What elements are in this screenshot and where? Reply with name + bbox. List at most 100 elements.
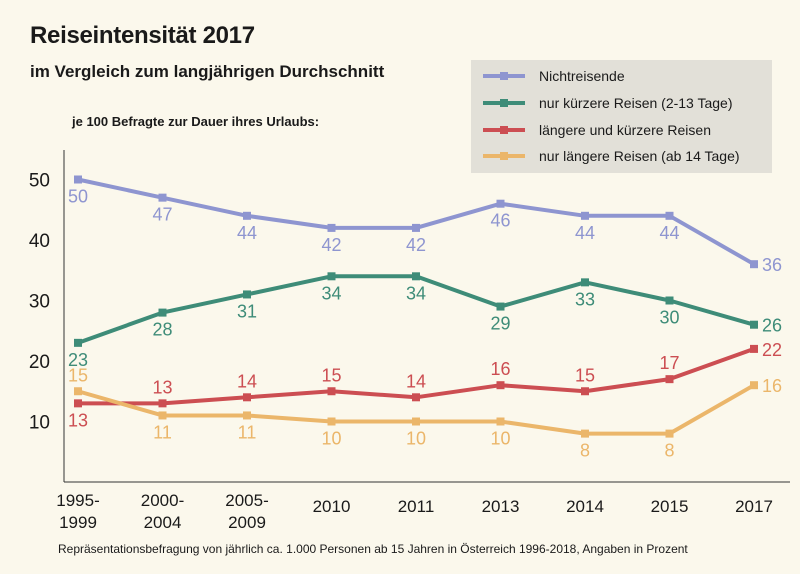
x-tick-label: 2014 bbox=[566, 497, 604, 516]
data-point bbox=[74, 399, 82, 408]
data-point bbox=[496, 417, 505, 426]
data-label: 15 bbox=[575, 365, 595, 385]
legend-swatch bbox=[483, 66, 525, 86]
data-point bbox=[665, 429, 674, 438]
data-point bbox=[750, 260, 758, 269]
legend-label: Nichtreisende bbox=[539, 68, 625, 84]
data-point bbox=[158, 308, 167, 317]
data-point bbox=[496, 381, 505, 390]
legend: Nichtreisende nur kürzere Reisen (2-13 T… bbox=[471, 60, 772, 173]
data-point bbox=[327, 272, 336, 281]
data-point bbox=[243, 393, 251, 402]
data-point bbox=[750, 381, 758, 390]
legend-item: längere und kürzere Reisen bbox=[483, 120, 711, 140]
y-tick-label: 20 bbox=[29, 352, 50, 373]
data-point bbox=[665, 296, 674, 305]
data-label: 44 bbox=[575, 223, 595, 243]
data-label: 16 bbox=[762, 376, 782, 396]
data-label: 8 bbox=[664, 441, 674, 461]
x-tick-label: 1995-1999 bbox=[56, 491, 99, 532]
y-tick-label: 40 bbox=[29, 231, 50, 252]
data-label: 14 bbox=[237, 371, 257, 391]
data-label: 22 bbox=[762, 340, 782, 360]
data-point bbox=[581, 211, 589, 220]
data-label: 36 bbox=[762, 255, 782, 275]
data-label: 10 bbox=[490, 429, 510, 449]
data-point bbox=[412, 393, 420, 402]
data-label: 42 bbox=[406, 235, 426, 255]
data-point bbox=[74, 338, 82, 347]
series-line bbox=[77, 383, 755, 436]
legend-label: nur längere Reisen (ab 14 Tage) bbox=[539, 148, 740, 164]
data-label: 10 bbox=[406, 429, 426, 449]
data-label: 30 bbox=[659, 308, 679, 328]
data-point bbox=[581, 387, 589, 396]
x-tick-label: 2013 bbox=[482, 497, 520, 516]
data-point bbox=[496, 199, 505, 208]
data-point bbox=[412, 272, 420, 281]
x-tick-label: 2000-2004 bbox=[141, 491, 184, 532]
chart-title: Reiseintensität 2017 bbox=[30, 22, 255, 49]
y-axis-label: je 100 Befragte zur Dauer ihres Urlaubs: bbox=[72, 114, 320, 129]
data-label: 34 bbox=[406, 283, 426, 303]
legend-item: nur kürzere Reisen (2-13 Tage) bbox=[483, 93, 733, 113]
data-point bbox=[750, 320, 758, 329]
data-label: 42 bbox=[321, 235, 341, 255]
data-label: 16 bbox=[490, 359, 510, 379]
data-label: 44 bbox=[659, 223, 679, 243]
data-label: 14 bbox=[406, 371, 426, 391]
data-label: 10 bbox=[321, 429, 341, 449]
data-label: 23 bbox=[68, 350, 88, 370]
data-label: 28 bbox=[152, 320, 172, 340]
legend-item: Nichtreisende bbox=[483, 66, 625, 86]
source-note: Repräsentationsbefragung von jährlich ca… bbox=[58, 542, 688, 556]
data-label: 26 bbox=[762, 316, 782, 336]
legend-item: nur längere Reisen (ab 14 Tage) bbox=[483, 146, 740, 166]
data-point bbox=[243, 411, 251, 420]
data-point bbox=[327, 417, 336, 426]
data-label: 15 bbox=[321, 365, 341, 385]
data-point bbox=[74, 175, 82, 184]
data-point bbox=[750, 344, 758, 353]
data-point bbox=[158, 193, 167, 202]
data-label: 8 bbox=[580, 441, 590, 461]
x-tick-label: 2005-2009 bbox=[225, 491, 268, 532]
data-point bbox=[243, 290, 251, 299]
data-point bbox=[665, 211, 674, 220]
legend-label: nur kürzere Reisen (2-13 Tage) bbox=[539, 95, 733, 111]
y-tick-label: 30 bbox=[29, 292, 50, 313]
data-point bbox=[327, 223, 336, 232]
data-label: 33 bbox=[575, 289, 595, 309]
data-label: 34 bbox=[321, 283, 341, 303]
legend-swatch bbox=[483, 146, 525, 166]
data-point bbox=[327, 387, 336, 396]
data-label: 13 bbox=[68, 410, 88, 430]
x-tick-label: 2017 bbox=[735, 497, 773, 516]
data-point bbox=[74, 387, 82, 396]
data-point bbox=[581, 278, 589, 287]
data-point bbox=[581, 429, 589, 438]
data-label: 44 bbox=[237, 223, 257, 243]
x-tick-label: 2011 bbox=[398, 497, 435, 516]
legend-swatch bbox=[483, 120, 525, 140]
x-tick-label: 2015 bbox=[651, 497, 689, 516]
data-label: 11 bbox=[153, 422, 172, 442]
data-label: 15 bbox=[68, 365, 88, 385]
x-tick-label: 2010 bbox=[313, 497, 351, 516]
data-label: 50 bbox=[68, 187, 88, 207]
chart-subtitle: im Vergleich zum langjährigen Durchschni… bbox=[30, 62, 385, 81]
data-label: 11 bbox=[238, 422, 257, 442]
data-point bbox=[496, 302, 505, 311]
data-point bbox=[158, 411, 167, 420]
data-label: 17 bbox=[659, 353, 679, 373]
data-label: 46 bbox=[490, 211, 510, 231]
legend-label: längere und kürzere Reisen bbox=[539, 122, 711, 138]
y-tick-label: 50 bbox=[29, 171, 50, 192]
legend-swatch bbox=[483, 93, 525, 113]
data-label: 29 bbox=[490, 314, 510, 334]
data-point bbox=[243, 211, 251, 220]
data-label: 13 bbox=[152, 377, 172, 397]
data-label: 31 bbox=[237, 301, 257, 321]
data-point bbox=[412, 223, 420, 232]
